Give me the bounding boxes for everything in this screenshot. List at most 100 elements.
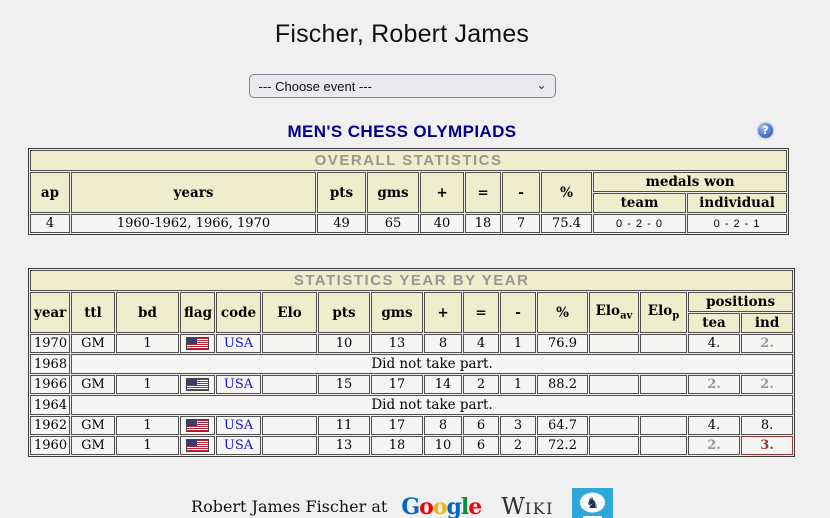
usa-flag-icon bbox=[186, 439, 209, 452]
losses-cell: 1 bbox=[500, 334, 536, 353]
team-position-cell: 4. bbox=[688, 416, 740, 435]
code-cell: USA bbox=[216, 334, 261, 353]
overall-losses: 7 bbox=[502, 214, 540, 233]
col-header-individual: individual bbox=[687, 193, 788, 213]
choose-event-select[interactable]: --- Choose event --- bbox=[248, 74, 556, 98]
usa-flag-icon bbox=[186, 337, 209, 350]
fide-logo-svg: ♞ bbox=[571, 488, 613, 518]
year-cell: 1970 bbox=[30, 334, 70, 353]
year-cell: 1964 bbox=[30, 395, 70, 415]
col-header-gms: gms bbox=[367, 172, 419, 213]
gms-cell: 17 bbox=[371, 416, 423, 435]
col-header-code: code bbox=[216, 292, 261, 333]
pct-cell: 88.2 bbox=[537, 375, 588, 394]
losses-cell: 3 bbox=[500, 416, 536, 435]
country-code-link[interactable]: USA bbox=[223, 336, 254, 351]
team-position-cell: 2. bbox=[688, 375, 740, 394]
overall-table-title: OVERALL STATISTICS bbox=[30, 150, 788, 171]
country-code-link[interactable]: USA bbox=[223, 418, 254, 433]
gms-cell: 13 bbox=[371, 334, 423, 353]
board-cell: 1 bbox=[116, 416, 179, 435]
title-cell: GM bbox=[71, 436, 115, 455]
elo-av-cell bbox=[589, 334, 639, 353]
did-not-take-part-note: Did not take part. bbox=[71, 395, 794, 415]
google-letter: g bbox=[446, 493, 462, 518]
code-cell: USA bbox=[216, 416, 261, 435]
yearly-statistics-table: STATISTICS YEAR BY YEAR year ttl bd flag… bbox=[28, 268, 796, 457]
google-link[interactable]: Google bbox=[401, 493, 482, 518]
pct-cell: 72.2 bbox=[537, 436, 588, 455]
elo-cell bbox=[262, 375, 317, 394]
event-select-row: --- Choose event --- ⌄ bbox=[28, 74, 776, 98]
individual-position-cell: 2. bbox=[741, 334, 794, 353]
wins-cell: 14 bbox=[424, 375, 462, 394]
overall-individual-medals: 0 - 2 - 1 bbox=[687, 214, 788, 233]
title-cell: GM bbox=[71, 375, 115, 394]
overall-wins: 40 bbox=[420, 214, 464, 233]
overall-pct: 75.4 bbox=[541, 214, 592, 233]
wiki-letter: W bbox=[501, 493, 525, 518]
flag-cell bbox=[180, 416, 215, 435]
country-code-link[interactable]: USA bbox=[223, 438, 254, 453]
wins-cell: 8 bbox=[424, 334, 462, 353]
code-cell: USA bbox=[216, 375, 261, 394]
wiki-link[interactable]: WIKI bbox=[501, 494, 554, 518]
elo-av-cell bbox=[589, 375, 639, 394]
google-letter: o bbox=[432, 493, 448, 518]
table-row-1960: 1960 GM 1 USA 13 18 10 6 2 72.2 2. 3. bbox=[30, 436, 794, 455]
overall-stats-row: 4 1960-1962, 1966, 1970 49 65 40 18 7 75… bbox=[30, 214, 788, 233]
col-header-ttl: ttl bbox=[71, 292, 115, 333]
wiki-letters: IKI bbox=[524, 498, 554, 518]
event-select-wrap: --- Choose event --- ⌄ bbox=[248, 74, 556, 98]
losses-cell: 1 bbox=[500, 375, 536, 394]
footer-text: Robert James Fischer at bbox=[191, 497, 388, 516]
elo-av-cell bbox=[589, 436, 639, 455]
yearly-table-title: STATISTICS YEAR BY YEAR bbox=[30, 270, 794, 291]
col-header-pct: % bbox=[541, 172, 592, 213]
flag-cell bbox=[180, 375, 215, 394]
svg-text:♞: ♞ bbox=[586, 494, 599, 512]
board-cell: 1 bbox=[116, 375, 179, 394]
individual-position-cell: 3. bbox=[741, 436, 794, 455]
did-not-take-part-note: Did not take part. bbox=[71, 354, 794, 374]
table-row-1962: 1962 GM 1 USA 11 17 8 6 3 64.7 4. 8. bbox=[30, 416, 794, 435]
year-cell: 1968 bbox=[30, 354, 70, 374]
col-header-elo: Elo bbox=[262, 292, 317, 333]
col-header-year: year bbox=[30, 292, 70, 333]
elo-cell bbox=[262, 436, 317, 455]
draws-cell: 6 bbox=[463, 436, 499, 455]
footer: Robert James Fischer at Google WIKI ♞ bbox=[28, 488, 776, 518]
usa-flag-icon bbox=[186, 419, 209, 432]
individual-position-cell: 2. bbox=[741, 375, 794, 394]
col-header-wins: + bbox=[420, 172, 464, 213]
table-row-1968: 1968 Did not take part. bbox=[30, 354, 794, 374]
draws-cell: 6 bbox=[463, 416, 499, 435]
year-cell: 1960 bbox=[30, 436, 70, 455]
usa-flag-icon bbox=[186, 378, 209, 391]
flag-cell bbox=[180, 334, 215, 353]
country-code-link[interactable]: USA bbox=[223, 377, 254, 392]
title-cell: GM bbox=[71, 416, 115, 435]
overall-years: 1960-1962, 1966, 1970 bbox=[71, 214, 316, 233]
page-title: Fischer, Robert James bbox=[274, 20, 530, 48]
col-header-bd: bd bbox=[116, 292, 179, 333]
gms-cell: 18 bbox=[371, 436, 423, 455]
board-cell: 1 bbox=[116, 436, 179, 455]
fide-chess-icon[interactable]: ♞ bbox=[571, 488, 613, 518]
col-header-draws: = bbox=[465, 172, 501, 213]
page-container: Fischer, Robert James --- Choose event -… bbox=[28, 0, 796, 518]
table-row-1970: 1970 GM 1 USA 10 13 8 4 1 76.9 4. 2. bbox=[30, 334, 794, 353]
col-header-ap: ap bbox=[30, 172, 70, 213]
pts-cell: 15 bbox=[318, 375, 370, 394]
year-cell: 1966 bbox=[30, 375, 70, 394]
elo-p-cell bbox=[640, 436, 687, 455]
google-letter: o bbox=[419, 493, 434, 518]
col-header-positions: positions bbox=[688, 292, 794, 312]
wins-cell: 10 bbox=[424, 436, 462, 455]
help-question-icon[interactable]: ? bbox=[757, 122, 774, 139]
gms-cell: 17 bbox=[371, 375, 423, 394]
losses-cell: 2 bbox=[500, 436, 536, 455]
overall-draws: 18 bbox=[465, 214, 501, 233]
pct-cell: 76.9 bbox=[537, 334, 588, 353]
section-heading: MEN'S CHESS OLYMPIADS bbox=[287, 122, 517, 141]
